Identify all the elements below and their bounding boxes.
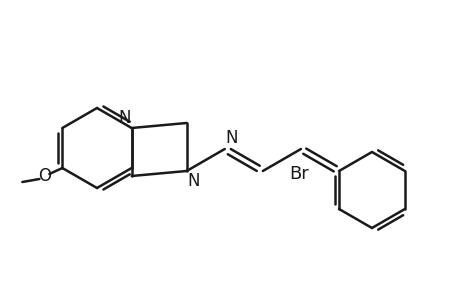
Text: N: N <box>118 109 130 127</box>
Text: O: O <box>38 167 51 185</box>
Text: N: N <box>187 172 200 190</box>
Text: N: N <box>225 129 238 147</box>
Text: Br: Br <box>288 165 308 183</box>
